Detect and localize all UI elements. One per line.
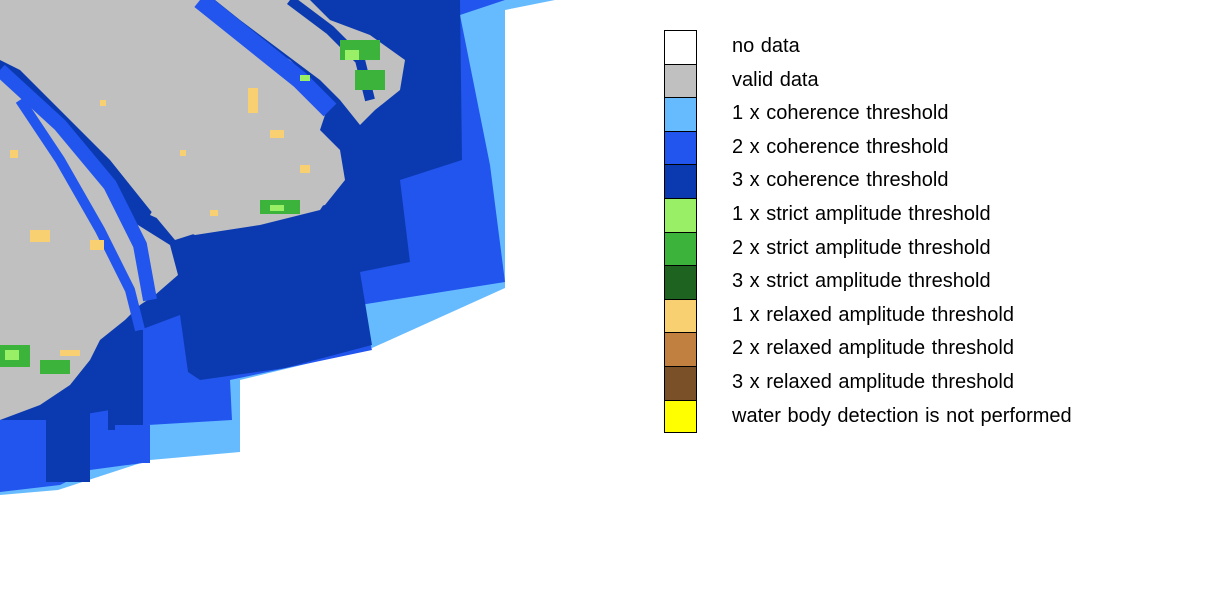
legend-swatch	[664, 130, 697, 165]
legend-label: 3 x strict amplitude threshold	[732, 270, 991, 293]
legend-swatch	[664, 298, 697, 333]
river-channel-1	[0, 64, 157, 302]
speckles-relaxed	[10, 88, 310, 356]
legend-swatch	[664, 97, 697, 131]
land-northeast	[215, 0, 405, 125]
coherence-2x-strip	[115, 425, 150, 463]
legend-swatch	[664, 63, 697, 98]
legend-label: 2 x coherence threshold	[732, 135, 949, 158]
coherence-3x-strip	[108, 330, 143, 430]
legend-swatch	[664, 365, 697, 400]
legend-label: valid data	[732, 68, 819, 91]
legend-label: 1 x strict amplitude threshold	[732, 202, 991, 225]
legend-label: 3 x relaxed amplitude threshold	[732, 370, 1014, 393]
river-channel-2	[15, 97, 145, 332]
flood-map	[0, 0, 555, 495]
speckles-strict-light	[5, 50, 359, 360]
legend-label: water body detection is not performed	[732, 404, 1072, 427]
legend-swatch	[664, 197, 697, 232]
river-channel-3	[194, 0, 337, 117]
land-southwest	[0, 70, 178, 420]
coherence-3x-strip-2	[46, 410, 90, 482]
legend-swatch	[664, 265, 697, 299]
legend-swatch	[664, 30, 697, 64]
legend-label: 2 x relaxed amplitude threshold	[732, 337, 1014, 360]
legend-label: 1 x coherence threshold	[732, 102, 949, 125]
legend-swatch	[664, 164, 697, 198]
legend-label: no data	[732, 35, 800, 57]
legend-label: 2 x strict amplitude threshold	[732, 236, 991, 259]
legend-label: 1 x relaxed amplitude threshold	[732, 303, 1014, 326]
legend-swatch	[664, 332, 697, 366]
legend-label: 3 x coherence threshold	[732, 169, 949, 192]
legend-swatch	[664, 231, 697, 266]
legend-swatch	[664, 399, 697, 434]
